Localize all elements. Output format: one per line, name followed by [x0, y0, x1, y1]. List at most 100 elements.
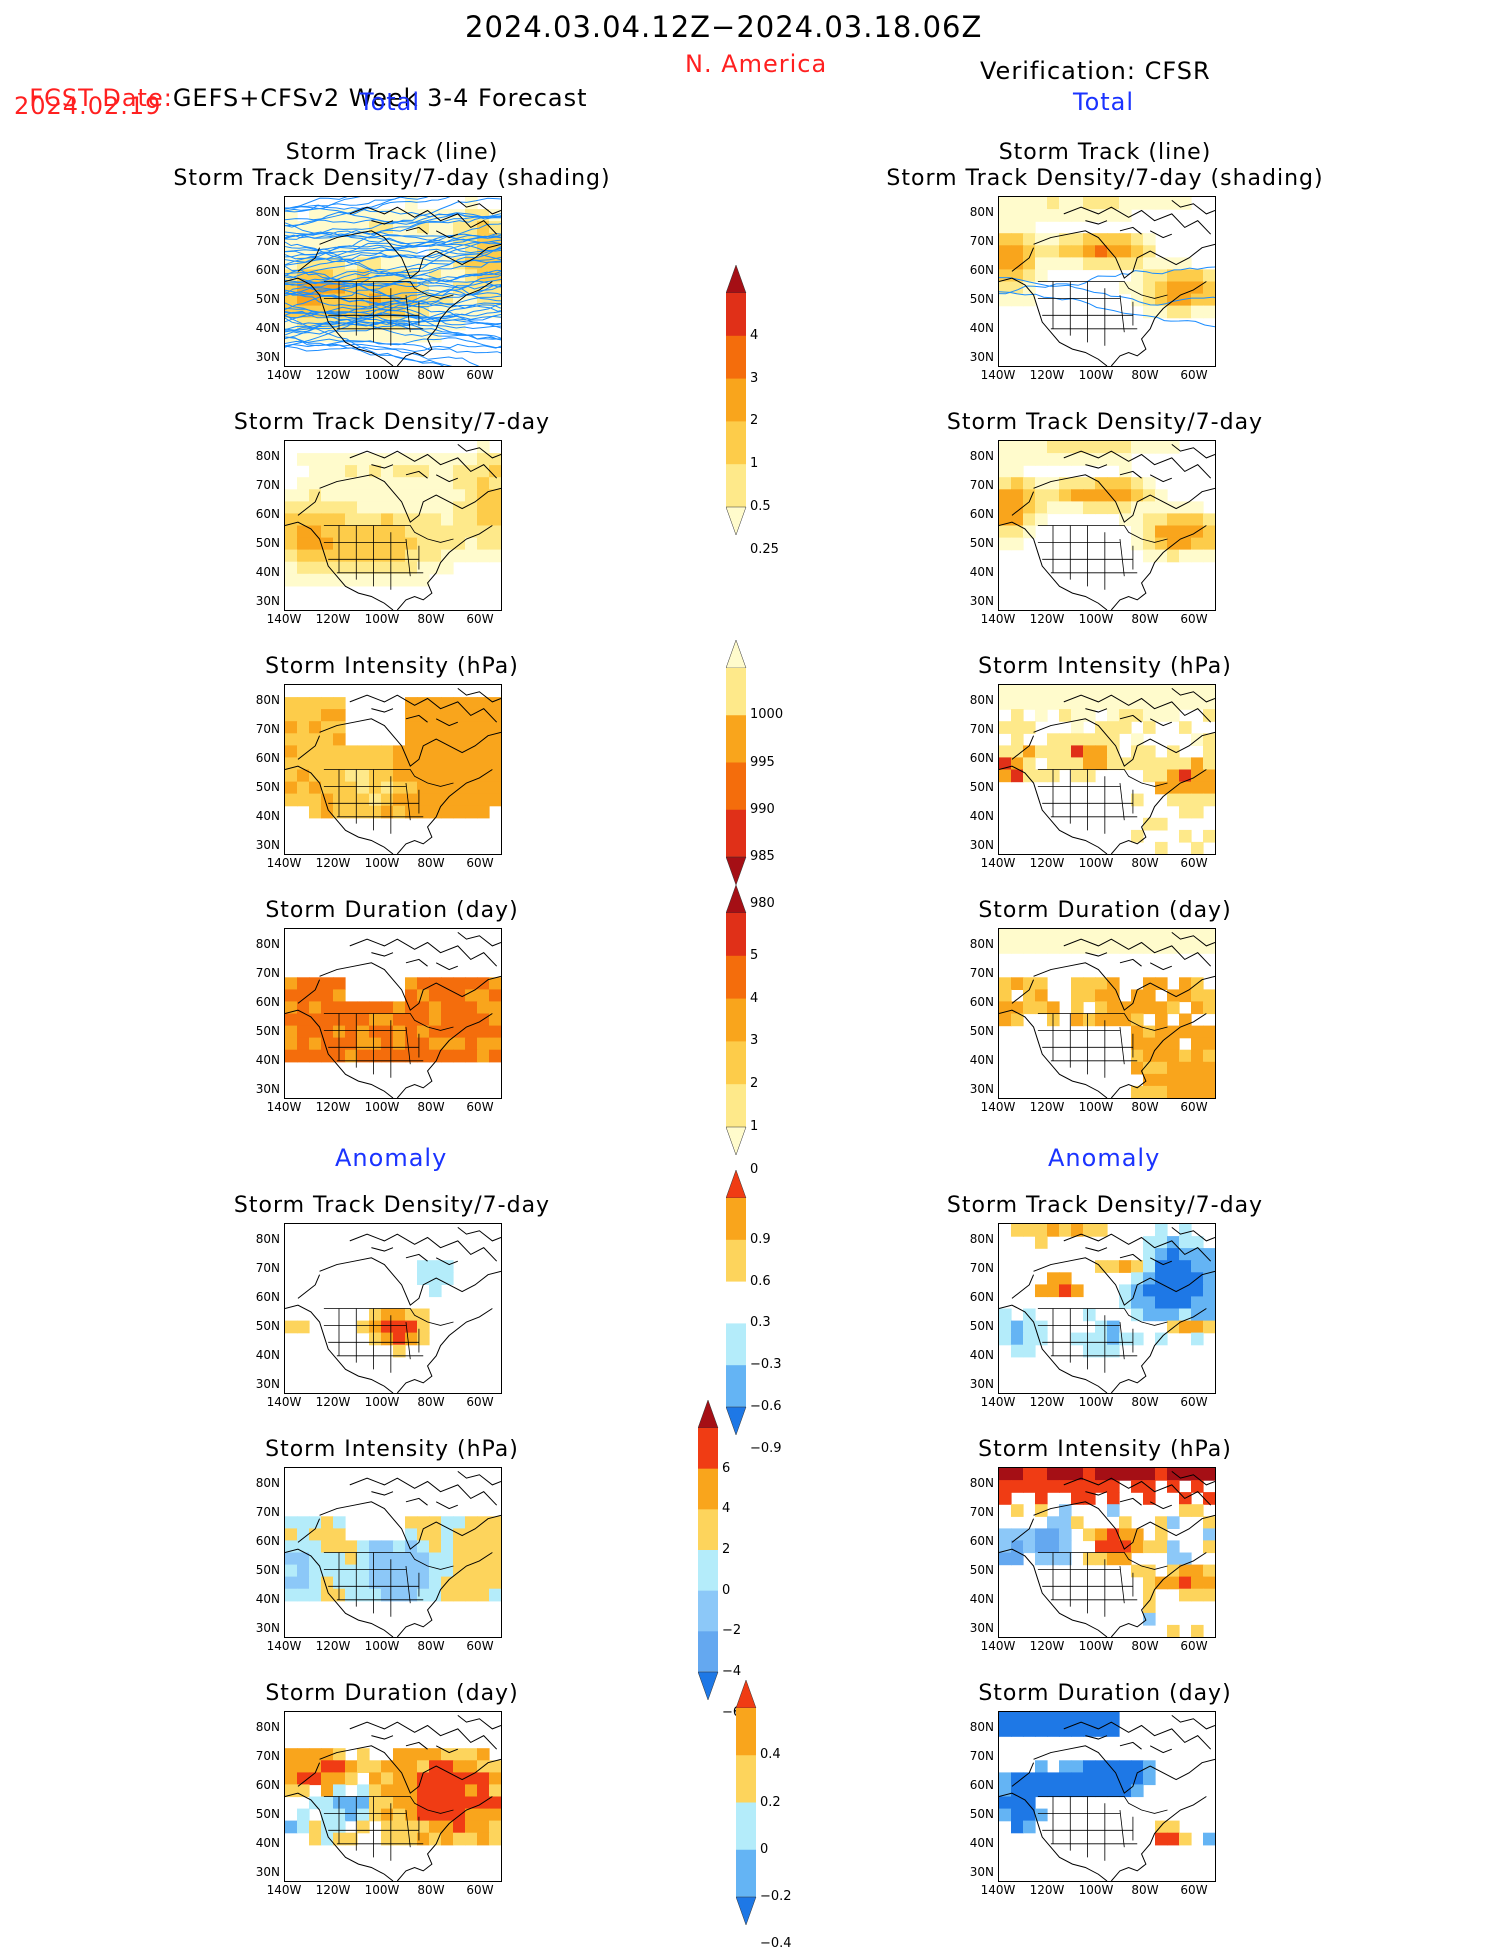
shading-cell: [1167, 1820, 1180, 1834]
shading-cell: [417, 1540, 430, 1554]
shading-cell: [405, 1516, 418, 1529]
shading-cell: [999, 257, 1012, 271]
shading-cell: [1047, 685, 1060, 698]
shading-cell: [1179, 1296, 1192, 1310]
shading-cell: [1155, 1236, 1168, 1249]
shading-cell: [1155, 281, 1168, 295]
shading-cell: [285, 1552, 298, 1566]
map-canvas: [999, 441, 1215, 610]
shading-cell: [393, 209, 406, 222]
shading-cell: [321, 709, 334, 722]
colorbar-segment: [726, 1198, 746, 1241]
shading-cell: [453, 501, 466, 515]
shading-cell: [1107, 733, 1120, 746]
shading-cell: [1035, 1480, 1048, 1493]
coastline-path: [999, 1793, 1107, 1881]
shading-cell: [1011, 685, 1024, 698]
border-path: [406, 1027, 419, 1064]
colorbar-end-triangle: [726, 1170, 747, 1199]
coastline-path: [285, 1305, 393, 1393]
shading-cell: [321, 1552, 334, 1566]
colorbar-tick-label: −4: [722, 1664, 742, 1679]
shading-cell: [477, 549, 490, 563]
colorbar-segment: [698, 1590, 718, 1632]
shading-cell: [1155, 1296, 1168, 1310]
shading-cell: [357, 1025, 370, 1039]
lon-tick-label: 140W: [980, 612, 1016, 626]
shading-cell: [465, 513, 478, 527]
shading-cell: [453, 1760, 466, 1773]
shading-cell: [465, 549, 478, 563]
shading-cell: [381, 257, 394, 271]
shading-cell: [285, 1516, 298, 1529]
shading-cell: [297, 1037, 310, 1051]
shading-cell: [357, 525, 370, 539]
lat-tick-label: 50N: [969, 292, 994, 306]
shading-cell: [1071, 245, 1084, 258]
coastline-path: [350, 207, 497, 234]
border-path: [339, 1014, 391, 1078]
shading-cell: [453, 1772, 466, 1786]
lon-tick-label: 60W: [466, 368, 494, 382]
shading-cell: [345, 537, 358, 551]
shading-cell: [357, 793, 370, 807]
border-path: [324, 1569, 423, 1599]
shading-cell: [441, 1516, 454, 1529]
shading-cell: [1143, 929, 1156, 942]
shading-cell: [441, 501, 454, 515]
shading-cell: [453, 1013, 466, 1027]
shading-cell: [309, 721, 322, 734]
shading-cell: [405, 573, 418, 587]
shading-cell: [405, 1013, 418, 1027]
shading-cell: [441, 769, 454, 783]
shading-cell: [1071, 1332, 1084, 1346]
shading-cell: [321, 1528, 334, 1542]
shading-cell: [429, 1808, 442, 1822]
shading-cell: [1203, 1284, 1215, 1298]
shading-cell: [489, 1013, 501, 1027]
colorbar-segment: [726, 421, 746, 465]
shading-cell: [1203, 929, 1215, 942]
colorbar-segment: [726, 668, 746, 716]
shading-cell: [1095, 697, 1108, 710]
shading-cell: [405, 1037, 418, 1051]
coastlines: [285, 200, 501, 366]
shading-cell: [477, 781, 490, 795]
shading-cell: [1191, 793, 1204, 807]
shading-cell: [429, 1564, 442, 1578]
shading-cell: [1143, 757, 1156, 771]
shading-cell: [477, 1540, 490, 1554]
panel-title: Storm Duration (day): [265, 1681, 519, 1706]
shading-layer: [999, 685, 1215, 854]
colorbar-tick-label: −2: [722, 1623, 742, 1639]
shading-cell: [297, 1808, 310, 1822]
shading-cell: [1107, 441, 1120, 454]
border-path: [1120, 783, 1133, 820]
shading-cell: [441, 465, 454, 478]
shading-cell: [1119, 1013, 1132, 1027]
coastline-path: [1034, 719, 1215, 766]
shading-cell: [393, 1796, 406, 1810]
coastline-path: [397, 282, 492, 367]
shading-cell: [1191, 1332, 1204, 1346]
lon-tick-label: 140W: [980, 368, 1016, 382]
shading-cell: [285, 501, 298, 515]
shading-cell: [999, 1724, 1012, 1737]
shading-cell: [381, 1564, 394, 1578]
shading-cell: [429, 1037, 442, 1051]
lat-tick-label: 50N: [969, 1319, 994, 1333]
lon-tick-label: 120W: [315, 612, 351, 626]
shading-cell: [1167, 1061, 1180, 1075]
shading-layer: [285, 1516, 501, 1602]
period-title: 2024.03.04.12Z−2024.03.18.06Z: [465, 10, 983, 44]
lat-tick-label: 40N: [255, 1348, 280, 1362]
shading-cell: [1167, 1552, 1180, 1566]
shading-cell: [999, 721, 1012, 734]
coastline-path: [1012, 1275, 1034, 1299]
shading-cell: [393, 465, 406, 478]
shading-cell: [1095, 1332, 1108, 1346]
map-frame: [998, 684, 1216, 855]
colorbar-end-triangle: [726, 885, 747, 914]
shading-cell: [369, 1588, 382, 1602]
lat-tick-label: 50N: [255, 1319, 280, 1333]
